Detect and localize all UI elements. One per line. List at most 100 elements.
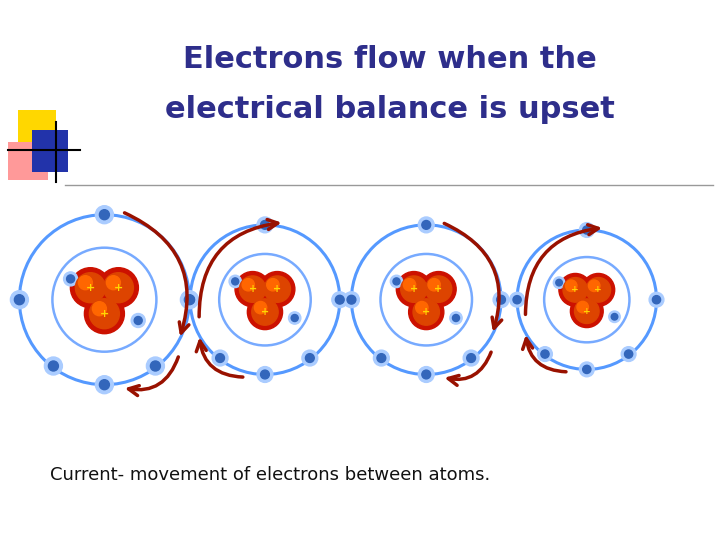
Circle shape bbox=[186, 295, 194, 304]
Circle shape bbox=[401, 276, 427, 302]
Circle shape bbox=[289, 312, 301, 324]
Circle shape bbox=[422, 220, 431, 230]
Circle shape bbox=[216, 354, 225, 362]
Circle shape bbox=[248, 294, 282, 329]
Text: +: + bbox=[86, 283, 95, 293]
Text: +: + bbox=[273, 284, 282, 294]
Circle shape bbox=[582, 273, 615, 306]
Text: +: + bbox=[595, 285, 602, 294]
Text: +: + bbox=[583, 307, 590, 316]
Circle shape bbox=[182, 292, 198, 308]
Circle shape bbox=[463, 350, 479, 366]
Circle shape bbox=[541, 350, 549, 358]
Circle shape bbox=[78, 276, 92, 289]
Circle shape bbox=[104, 273, 133, 303]
Circle shape bbox=[554, 277, 564, 288]
Circle shape bbox=[611, 314, 618, 320]
Circle shape bbox=[260, 272, 295, 307]
Circle shape bbox=[95, 376, 114, 394]
Circle shape bbox=[99, 210, 109, 220]
Text: +: + bbox=[410, 284, 418, 294]
Circle shape bbox=[575, 299, 599, 323]
Circle shape bbox=[71, 268, 110, 308]
Circle shape bbox=[450, 312, 462, 324]
Circle shape bbox=[374, 350, 390, 366]
Circle shape bbox=[252, 299, 278, 325]
Text: electrical balance is upset: electrical balance is upset bbox=[165, 96, 615, 125]
Circle shape bbox=[48, 361, 58, 371]
Text: +: + bbox=[100, 309, 109, 319]
Circle shape bbox=[336, 295, 344, 304]
Circle shape bbox=[409, 294, 444, 329]
Circle shape bbox=[45, 357, 63, 375]
Circle shape bbox=[452, 314, 459, 321]
Circle shape bbox=[257, 367, 273, 382]
Circle shape bbox=[493, 292, 509, 308]
Circle shape bbox=[264, 276, 290, 302]
Circle shape bbox=[513, 295, 521, 304]
Circle shape bbox=[649, 292, 664, 307]
Circle shape bbox=[418, 217, 434, 233]
Circle shape bbox=[254, 301, 266, 314]
Circle shape bbox=[421, 272, 456, 307]
Circle shape bbox=[92, 302, 107, 316]
Circle shape bbox=[89, 299, 120, 329]
Circle shape bbox=[14, 295, 24, 305]
Text: +: + bbox=[114, 283, 123, 293]
Circle shape bbox=[563, 278, 588, 302]
Circle shape bbox=[305, 354, 314, 362]
Circle shape bbox=[347, 295, 356, 304]
Text: +: + bbox=[422, 307, 431, 317]
Circle shape bbox=[184, 295, 194, 305]
Circle shape bbox=[332, 292, 348, 308]
FancyBboxPatch shape bbox=[32, 130, 68, 172]
Circle shape bbox=[428, 279, 441, 291]
Circle shape bbox=[240, 276, 266, 302]
Circle shape bbox=[95, 206, 114, 224]
Circle shape bbox=[232, 278, 239, 285]
Circle shape bbox=[609, 311, 620, 322]
Circle shape bbox=[582, 365, 591, 374]
Circle shape bbox=[242, 279, 254, 291]
Circle shape bbox=[150, 361, 161, 371]
Circle shape bbox=[403, 279, 415, 291]
Circle shape bbox=[377, 354, 386, 362]
Circle shape bbox=[266, 279, 279, 291]
Circle shape bbox=[510, 292, 524, 307]
Circle shape bbox=[556, 279, 562, 286]
Circle shape bbox=[66, 275, 75, 283]
Circle shape bbox=[577, 301, 588, 313]
Circle shape bbox=[396, 272, 431, 307]
Circle shape bbox=[624, 350, 633, 358]
Text: Electrons flow when the: Electrons flow when the bbox=[183, 45, 597, 75]
Circle shape bbox=[261, 370, 269, 379]
Circle shape bbox=[565, 280, 577, 292]
FancyBboxPatch shape bbox=[8, 142, 48, 180]
Circle shape bbox=[131, 314, 145, 327]
Text: +: + bbox=[261, 307, 269, 317]
Circle shape bbox=[390, 275, 402, 288]
Circle shape bbox=[559, 273, 592, 306]
Text: +: + bbox=[434, 284, 443, 294]
Circle shape bbox=[302, 350, 318, 366]
Circle shape bbox=[84, 294, 125, 334]
Circle shape bbox=[393, 278, 400, 285]
Text: Current- movement of electrons between atoms.: Current- movement of electrons between a… bbox=[50, 466, 490, 484]
Circle shape bbox=[107, 276, 120, 289]
Circle shape bbox=[582, 226, 591, 234]
FancyBboxPatch shape bbox=[18, 110, 56, 145]
Circle shape bbox=[257, 217, 273, 233]
Circle shape bbox=[343, 292, 359, 308]
Circle shape bbox=[426, 276, 451, 302]
Circle shape bbox=[10, 291, 28, 309]
Circle shape bbox=[181, 291, 199, 309]
Circle shape bbox=[497, 295, 505, 304]
Circle shape bbox=[621, 347, 636, 361]
Circle shape bbox=[652, 295, 661, 304]
Text: +: + bbox=[572, 285, 579, 294]
Circle shape bbox=[588, 280, 600, 292]
Circle shape bbox=[415, 301, 428, 314]
Circle shape bbox=[212, 350, 228, 366]
Circle shape bbox=[580, 362, 594, 377]
Circle shape bbox=[570, 295, 603, 328]
